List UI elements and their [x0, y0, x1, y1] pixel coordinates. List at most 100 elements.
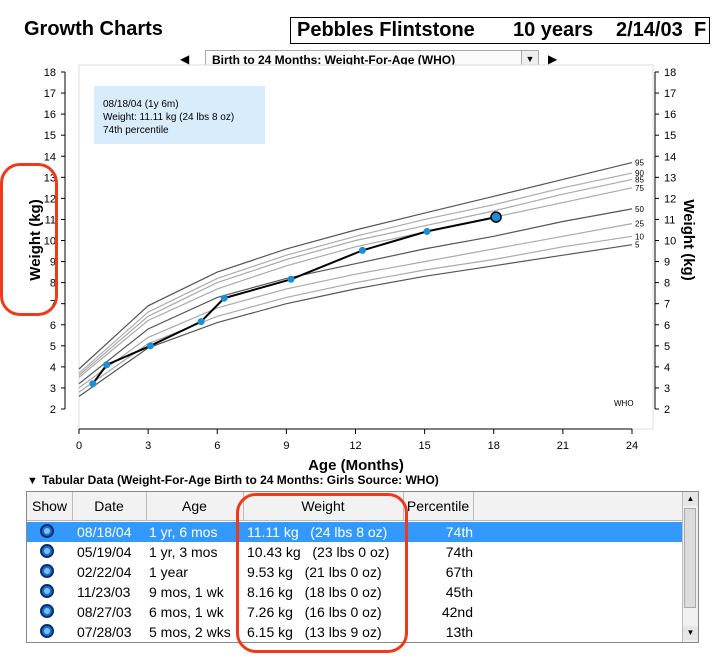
y-axis-label-left: Weight (kg) [27, 199, 44, 280]
row-date: 02/22/04 [77, 564, 132, 580]
row-percentile: 13th [445, 624, 473, 640]
measurement-point[interactable] [423, 227, 431, 235]
scroll-up-icon[interactable]: ▲ [683, 492, 698, 506]
row-percentile: 74th [445, 524, 473, 540]
x-tick-label: 24 [626, 440, 638, 452]
x-tick-label: 6 [214, 440, 220, 452]
data-table: Show Date Age Weight Percentile 08/18/04… [26, 491, 699, 643]
table-row[interactable]: 11/23/03 9 mos, 1 wk 8.16 kg (18 lbs 0 oz)… [27, 582, 682, 602]
table-row[interactable]: 02/22/04 1 year 9.53 kg (21 lbs 0 oz) 67th [27, 562, 682, 582]
tooltip-date: 08/18/04 (1y 6m) [103, 99, 179, 110]
row-percentile: 74th [445, 544, 473, 560]
scroll-down-icon[interactable]: ▼ [683, 626, 698, 640]
table-row[interactable]: 08/18/04 1 yr, 6 mos 11.11 kg (24 lbs 8 oz… [27, 522, 682, 542]
percentile-curve-5 [78, 244, 633, 397]
y-tick-label-left: 3 [50, 383, 56, 395]
y-tick-label-left: 16 [44, 109, 56, 121]
y-tick-label-right: 13 [664, 172, 676, 184]
measurement-point[interactable] [89, 380, 97, 388]
table-header: Show Date Age Weight Percentile [27, 492, 682, 521]
y-tick-label-right: 3 [664, 383, 670, 395]
row-weight: 6.15 kg (13 lbs 9 oz) [247, 624, 382, 640]
chart-navigator: ◀ Birth to 24 Months: Weight-For-Age (WH… [180, 48, 560, 72]
table-row[interactable]: 07/28/03 5 mos, 2 wks 6.15 kg (13 lbs 9 oz… [27, 622, 682, 642]
measurement-point[interactable] [146, 342, 154, 350]
show-radio[interactable] [40, 564, 54, 578]
y-tick-label-right: 11 [664, 214, 675, 226]
percentile-curve-25 [78, 223, 633, 389]
measurement-point[interactable] [103, 361, 111, 369]
percentile-label-10: 10 [635, 232, 644, 241]
y-tick-label-right: 7 [664, 299, 670, 311]
y-tick-label-right: 4 [664, 362, 670, 374]
x-tick-label: 12 [349, 440, 361, 452]
percentile-curve-90 [78, 172, 633, 374]
row-age: 1 yr, 3 mos [149, 544, 218, 560]
patient-info-box: Pebbles Flintstone 10 years 2/14/03 F [290, 17, 710, 44]
y-tick-label-right: 14 [664, 151, 676, 163]
percentile-label-5: 5 [635, 241, 640, 250]
y-tick-label-left: 5 [50, 341, 56, 353]
selected-measurement-point[interactable] [490, 211, 502, 223]
measurement-point[interactable] [287, 275, 295, 283]
col-show[interactable]: Show [27, 492, 73, 520]
table-row[interactable]: 05/19/04 1 yr, 3 mos 10.43 kg (23 lbs 0 oz… [27, 542, 682, 562]
percentile-curve-75 [78, 187, 633, 378]
row-percentile: 45th [445, 584, 473, 600]
y-tick-label-left: 6 [50, 320, 56, 332]
col-date[interactable]: Date [72, 492, 147, 520]
patient-age: 10 years [513, 19, 594, 41]
table-scrollbar[interactable]: ▲ ▼ [682, 492, 698, 642]
row-weight: 9.53 kg (21 lbs 0 oz) [247, 564, 382, 580]
x-tick-label: 18 [488, 440, 500, 452]
show-radio[interactable] [40, 524, 54, 538]
show-radio[interactable] [40, 624, 54, 638]
chart-type-select[interactable]: Birth to 24 Months: Weight-For-Age (WHO)… [205, 50, 539, 69]
row-age: 9 mos, 1 wk [149, 584, 224, 600]
row-percentile: 67th [445, 564, 473, 580]
x-tick-label: 3 [145, 440, 151, 452]
col-percentile[interactable]: Percentile [403, 492, 474, 520]
x-tick-label: 0 [76, 440, 82, 452]
source-label: WHO [614, 399, 634, 408]
col-age[interactable]: Age [146, 492, 244, 520]
y-tick-label-left: 17 [44, 88, 56, 100]
y-tick-label-left: 14 [44, 151, 56, 163]
tabular-data-toggle[interactable]: ▼ Tabular Data (Weight-For-Age Birth to 2… [27, 473, 439, 487]
measurement-point[interactable] [358, 246, 366, 254]
row-age: 1 year [149, 564, 188, 580]
y-tick-label-left: 4 [50, 362, 56, 374]
table-row[interactable]: 08/27/03 6 mos, 1 wk 7.26 kg (16 lbs 0 oz)… [27, 602, 682, 622]
triangle-right-icon[interactable]: ▶ [548, 52, 558, 66]
y-tick-label-left: 8 [50, 278, 56, 290]
col-weight[interactable]: Weight [243, 492, 404, 520]
y-tick-label-left: 15 [44, 130, 56, 142]
percentile-label-25: 25 [635, 220, 644, 229]
y-tick-label-left: 7 [50, 299, 56, 311]
show-radio[interactable] [40, 584, 54, 598]
chevron-down-icon[interactable]: ▼ [521, 51, 538, 68]
percentile-label-95: 95 [635, 159, 644, 168]
y-tick-label-right: 15 [664, 130, 676, 142]
row-weight: 7.26 kg (16 lbs 0 oz) [247, 604, 382, 620]
triangle-down-icon[interactable]: ▼ [27, 475, 38, 487]
percentile-curve-95 [78, 162, 633, 370]
x-tick-label: 15 [419, 440, 431, 452]
show-radio[interactable] [40, 604, 54, 618]
y-tick-label-left: 2 [50, 404, 56, 416]
tooltip-weight: Weight: 11.11 kg (24 lbs 8 oz) [103, 112, 234, 123]
row-percentile: 42nd [441, 604, 473, 620]
y-tick-label-right: 18 [664, 67, 676, 79]
y-tick-label-right: 5 [664, 341, 670, 353]
x-tick-label: 9 [283, 440, 289, 452]
measurement-point[interactable] [220, 294, 228, 302]
row-date: 07/28/03 [77, 624, 132, 640]
row-weight: 11.11 kg (24 lbs 8 oz) [247, 524, 388, 540]
triangle-left-icon[interactable]: ◀ [180, 52, 190, 66]
scroll-thumb[interactable] [684, 508, 696, 608]
percentile-label-85: 85 [635, 175, 644, 184]
y-tick-label-left: 12 [44, 193, 56, 205]
show-radio[interactable] [40, 544, 54, 558]
measurement-point[interactable] [197, 318, 205, 326]
